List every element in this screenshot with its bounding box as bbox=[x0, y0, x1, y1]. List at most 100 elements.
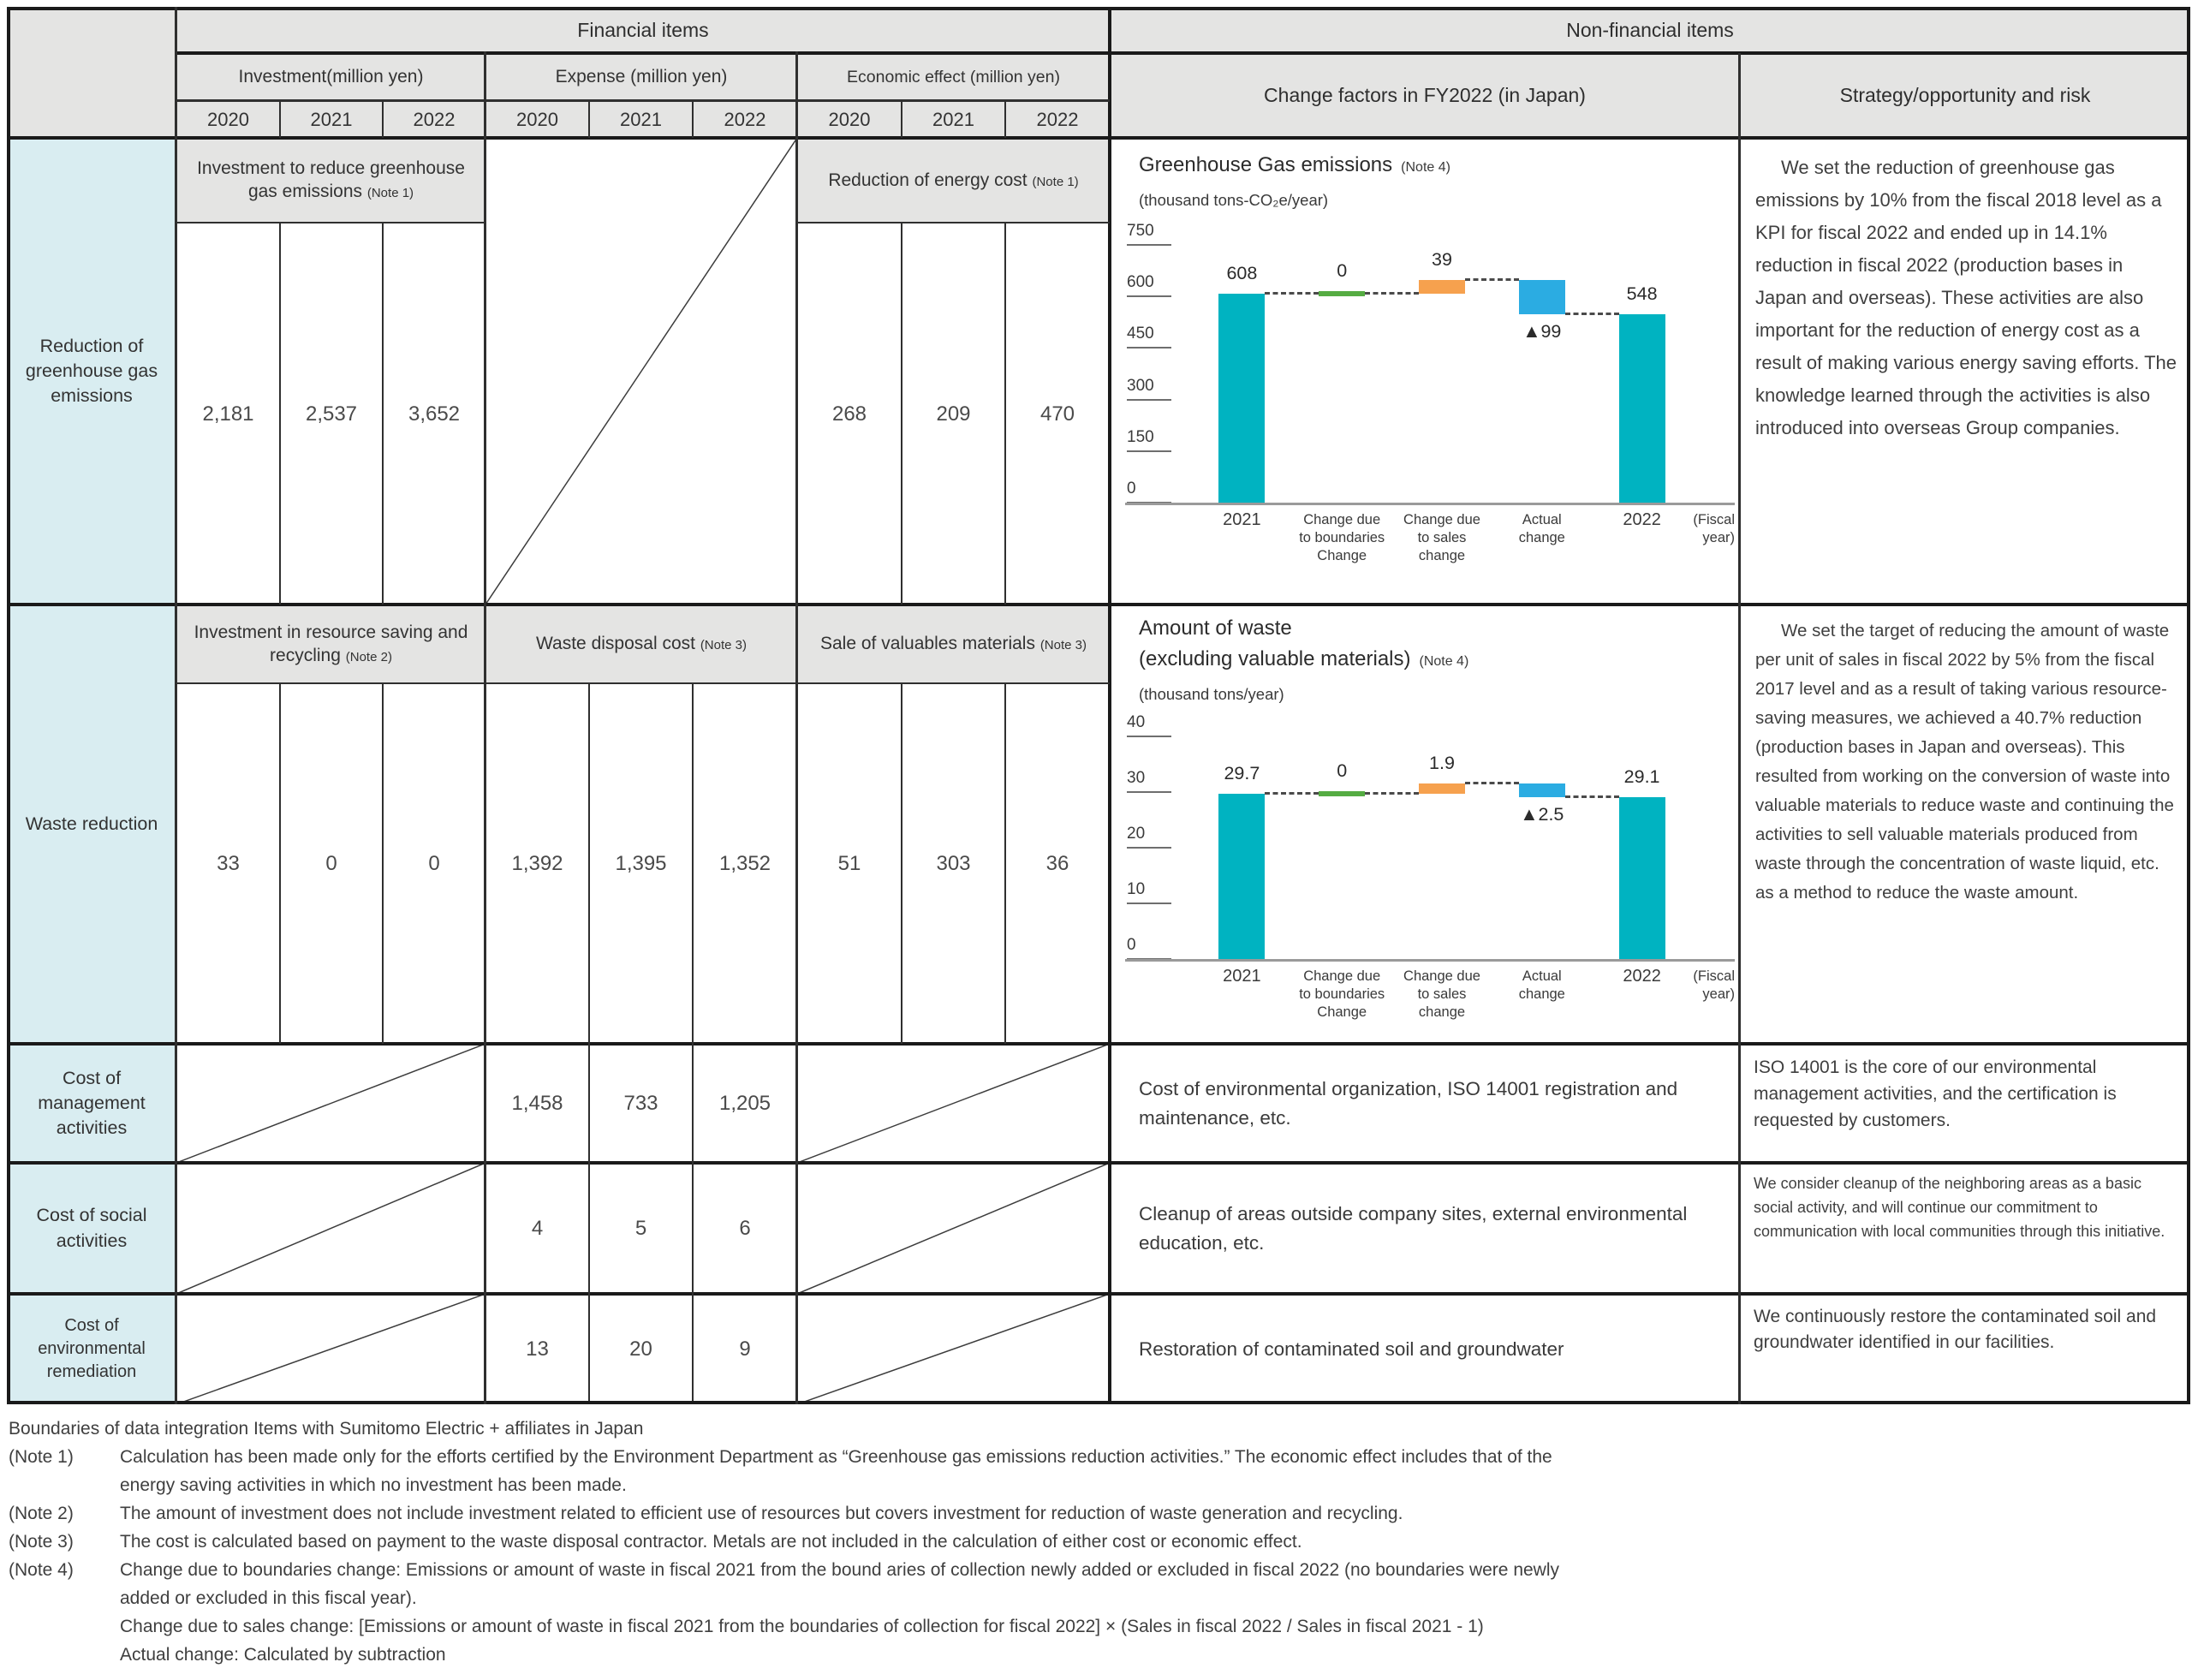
note-4-continuation: added or excluded in this fiscal year). bbox=[9, 1584, 2190, 1612]
remediation-expense-2021-value: 20 bbox=[629, 1337, 652, 1361]
waste-expense-2021-value: 1,395 bbox=[615, 852, 667, 875]
year-header-economic-2021: 2021 bbox=[902, 101, 1005, 138]
bar-value-label: 608 bbox=[1226, 262, 1258, 283]
remediation-expense-2022-value: 9 bbox=[739, 1337, 751, 1361]
border-line bbox=[382, 223, 384, 605]
x-axis-category-label: Actual change bbox=[1518, 512, 1565, 545]
border-line bbox=[1738, 53, 1741, 1404]
border-line bbox=[7, 1401, 2190, 1404]
waste-investment-subheader: Investment in resource saving and recycl… bbox=[176, 605, 485, 684]
y-axis-tick-label: 450 bbox=[1127, 325, 1171, 349]
ghg-investment-subheader-text: Investment to reduce greenhouse gas emis… bbox=[197, 158, 465, 201]
waste-chart-title-line2: (excluding valuable materials) bbox=[1139, 647, 1411, 670]
ghg-economic-2021-value: 209 bbox=[936, 402, 971, 426]
border-line bbox=[692, 684, 694, 1401]
border-line bbox=[7, 1042, 2190, 1046]
waste-economic-subheader-text: Sale of valuables materials bbox=[820, 634, 1035, 654]
border-line bbox=[797, 222, 1110, 223]
strategy-text-social: We consider cleanup of the neighboring a… bbox=[1740, 1163, 2190, 1294]
remediation-economic-empty-cell bbox=[797, 1294, 1110, 1404]
note-text: Boundaries of data integration Items wit… bbox=[9, 1419, 644, 1439]
note-text: Calculation has been made only for the e… bbox=[120, 1447, 1552, 1467]
border-line bbox=[382, 684, 384, 1044]
year-header-expense-2020: 2020 bbox=[485, 101, 589, 138]
bar-value-label: 39 bbox=[1432, 249, 1452, 271]
ghg-chart-title: Greenhouse Gas emissions bbox=[1139, 153, 1393, 176]
non-financial-items-header: Non-financial items bbox=[1110, 7, 2190, 53]
border-line bbox=[588, 684, 590, 1401]
y-axis-tick-label: 150 bbox=[1127, 428, 1171, 452]
diagonal-slash-icon bbox=[485, 138, 797, 605]
management-expense-2021-value: 733 bbox=[623, 1091, 658, 1115]
ghg-investment-2021-value: 2,537 bbox=[305, 402, 358, 426]
waste-expense-note-ref: (Note 3) bbox=[700, 638, 747, 653]
ghg-investment-subheader: Investment to reduce greenhouse gas emis… bbox=[176, 138, 485, 223]
strategy-paragraph-remediation: We continuously restore the contaminated… bbox=[1754, 1307, 2157, 1352]
note-text: added or excluded in this fiscal year). bbox=[120, 1588, 417, 1608]
strategy-text-waste: We set the target of reducing the amount… bbox=[1740, 605, 2190, 1044]
ghg-economic-subheader-text: Reduction of energy cost bbox=[828, 170, 1028, 190]
waste-economic-subheader: Sale of valuables materials (Note 3) bbox=[797, 605, 1110, 684]
x-axis-category-label: 2022 bbox=[1623, 510, 1661, 529]
social-expense-2022-value: 6 bbox=[739, 1216, 751, 1240]
social-economic-empty-cell bbox=[797, 1163, 1110, 1294]
border-line bbox=[175, 7, 177, 1404]
ghg-economic-2022-value: 470 bbox=[1039, 402, 1075, 426]
border-line bbox=[7, 603, 2190, 606]
waterfall-bar bbox=[1419, 280, 1465, 294]
border-line bbox=[692, 101, 694, 138]
remediation-investment-empty-cell bbox=[176, 1294, 485, 1404]
social-expense-2021-value: 5 bbox=[634, 1216, 647, 1240]
border-line bbox=[7, 1161, 2190, 1165]
y-axis-tick-label: 20 bbox=[1127, 825, 1171, 849]
note-label: (Note 1) bbox=[9, 1447, 74, 1467]
ghg-economic-note-ref: (Note 1) bbox=[1032, 174, 1079, 189]
investment-group-header: Investment(million yen) bbox=[176, 53, 485, 101]
waste-amount-waterfall-chart: Amount of waste (excluding valuable mate… bbox=[1110, 605, 1740, 1044]
waste-expense-2022-value: 1,352 bbox=[718, 852, 771, 875]
waterfall-connector-line bbox=[1265, 791, 1319, 795]
border-line bbox=[901, 223, 902, 605]
border-line bbox=[176, 99, 1110, 102]
footnotes-block: Boundaries of data integration Items wit… bbox=[9, 1415, 2190, 1669]
waterfall-bar bbox=[1419, 783, 1465, 794]
note-4-actual-change: Actual change: Calculated by subtraction bbox=[9, 1641, 2190, 1669]
waste-investment-2020-value: 33 bbox=[217, 852, 240, 875]
bar-value-label: 0 bbox=[1337, 259, 1348, 281]
diagonal-slash-icon bbox=[176, 1294, 485, 1404]
note-text: The amount of investment does not includ… bbox=[120, 1504, 1403, 1523]
note-text: Change due to sales change: [Emissions o… bbox=[120, 1617, 1484, 1636]
waste-chart-title-note: (Note 4) bbox=[1419, 654, 1469, 669]
x-axis-line bbox=[1125, 503, 1735, 505]
y-axis-tick-label: 0 bbox=[1127, 480, 1171, 503]
diagonal-slash-icon bbox=[797, 1163, 1110, 1294]
waste-economic-2021-value: 303 bbox=[936, 852, 971, 875]
border-line bbox=[382, 101, 384, 138]
management-expense-2022-value: 1,205 bbox=[718, 1091, 771, 1115]
waterfall-connector-line bbox=[1564, 313, 1619, 316]
strategy-text-remediation: We continuously restore the contaminated… bbox=[1740, 1294, 2190, 1404]
waste-investment-note-ref: (Note 2) bbox=[345, 649, 392, 664]
waste-economic-2020-value: 51 bbox=[837, 852, 861, 875]
y-axis-tick-label: 0 bbox=[1127, 936, 1171, 960]
strategy-header: Strategy/opportunity and risk bbox=[1740, 53, 2190, 138]
border-line bbox=[176, 682, 1110, 684]
waterfall-bar bbox=[1319, 290, 1366, 296]
border-line bbox=[279, 684, 281, 1044]
note-3-line: (Note 3) The cost is calculated based on … bbox=[9, 1528, 2190, 1556]
bar-value-label: 29.1 bbox=[1623, 766, 1660, 787]
strategy-paragraph-management: ISO 14001 is the core of our environment… bbox=[1754, 1057, 2117, 1130]
waterfall-connector-line bbox=[1465, 278, 1519, 282]
note-text: Actual change: Calculated by subtraction bbox=[120, 1645, 446, 1665]
border-line bbox=[1004, 101, 1006, 138]
note-2-line: (Note 2) The amount of investment does no… bbox=[9, 1499, 2190, 1528]
waterfall-bar bbox=[1218, 293, 1266, 503]
note-label: (Note 4) bbox=[9, 1560, 74, 1580]
border-line bbox=[7, 1292, 2190, 1296]
y-axis-tick-label: 30 bbox=[1127, 769, 1171, 793]
border-line bbox=[2187, 7, 2190, 1404]
y-axis-tick-label: 600 bbox=[1127, 273, 1171, 298]
bar-value-label: 1.9 bbox=[1429, 752, 1455, 773]
ghg-expense-empty-cell bbox=[485, 138, 797, 605]
waterfall-bar bbox=[1618, 796, 1665, 959]
